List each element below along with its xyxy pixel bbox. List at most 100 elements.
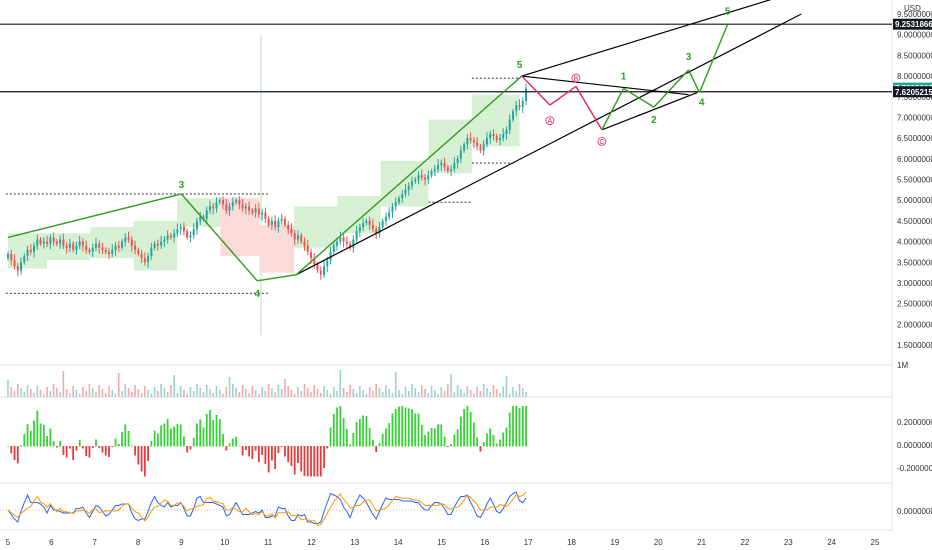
volume-bar bbox=[199, 388, 202, 397]
candle-body bbox=[437, 165, 440, 170]
candle-body bbox=[156, 243, 159, 246]
histogram-bar bbox=[88, 446, 91, 458]
candle-body bbox=[502, 133, 505, 139]
volume-bar bbox=[427, 393, 430, 397]
volume-bar bbox=[525, 392, 527, 397]
time-tick-label: 25 bbox=[871, 538, 880, 547]
pane-axis-label: 0.0000000 bbox=[897, 441, 932, 450]
time-tick-label: 6 bbox=[49, 538, 54, 547]
histogram-bar bbox=[39, 423, 42, 447]
candle-body bbox=[404, 189, 407, 194]
candle-body bbox=[326, 260, 329, 267]
histogram-bar bbox=[202, 427, 205, 447]
volume-bar bbox=[339, 370, 342, 397]
histogram-bar bbox=[241, 446, 244, 456]
volume-bar bbox=[131, 392, 133, 397]
candle-body bbox=[114, 245, 117, 250]
volume-bar bbox=[437, 394, 439, 397]
volume-bar bbox=[375, 384, 377, 397]
volume-bar bbox=[463, 393, 465, 397]
volume-bar bbox=[23, 392, 26, 397]
candle-body bbox=[23, 256, 26, 263]
candle-body bbox=[55, 241, 58, 244]
histogram-bar bbox=[244, 446, 247, 450]
candle-body bbox=[78, 241, 81, 246]
volume-bar bbox=[114, 394, 117, 397]
histogram-bar bbox=[114, 438, 117, 447]
candle-body bbox=[49, 237, 52, 244]
price-tag bbox=[893, 86, 932, 98]
time-tick-label: 19 bbox=[610, 538, 619, 547]
volume-bar bbox=[30, 389, 32, 397]
candle-body bbox=[424, 177, 427, 180]
candle-body bbox=[388, 212, 391, 217]
histogram-bar bbox=[82, 446, 84, 449]
histogram-bar bbox=[264, 446, 267, 464]
time-tick-label: 16 bbox=[480, 538, 489, 547]
volume-bar bbox=[222, 394, 224, 397]
candle-body bbox=[65, 245, 68, 248]
histogram-bar bbox=[127, 431, 130, 447]
candle-body bbox=[270, 220, 273, 226]
volume-bar bbox=[166, 392, 169, 397]
candle-body bbox=[251, 210, 254, 213]
candle-body bbox=[420, 175, 423, 178]
histogram-bar bbox=[183, 436, 185, 447]
time-tick-label: 8 bbox=[136, 538, 141, 547]
corrective-label: A bbox=[548, 118, 553, 125]
candle-body bbox=[150, 247, 153, 257]
candle-body bbox=[492, 133, 495, 137]
volume-bar bbox=[170, 385, 172, 397]
candle-body bbox=[336, 241, 339, 246]
volume-bar bbox=[508, 394, 511, 397]
histogram-bar bbox=[525, 406, 527, 447]
candle-body bbox=[332, 245, 335, 252]
time-tick-label: 23 bbox=[784, 538, 793, 547]
price-tick-label: 7.0000000 bbox=[897, 113, 932, 122]
price-tick-label: 8.5000000 bbox=[897, 51, 932, 60]
histogram-bar bbox=[257, 446, 260, 462]
candle-body bbox=[42, 241, 45, 244]
histogram-bar bbox=[225, 446, 228, 451]
oscillator-line bbox=[7, 491, 527, 524]
histogram-bar bbox=[287, 446, 290, 462]
histogram-bar bbox=[407, 408, 410, 447]
candle-body bbox=[505, 129, 508, 134]
candle-body bbox=[391, 206, 394, 213]
volume-bar bbox=[482, 384, 485, 397]
volume-bar bbox=[479, 391, 482, 397]
histogram-bar bbox=[228, 443, 231, 447]
histogram-bar bbox=[98, 446, 101, 448]
histogram-bar bbox=[85, 446, 88, 456]
histogram-bar bbox=[306, 446, 309, 477]
candle-body bbox=[88, 249, 91, 252]
candle-body bbox=[345, 241, 348, 244]
candle-body bbox=[463, 144, 466, 151]
volume-bar bbox=[189, 387, 192, 397]
candle-body bbox=[521, 100, 524, 108]
histogram-bar bbox=[16, 446, 19, 464]
candle-body bbox=[199, 216, 202, 221]
histogram-bar bbox=[336, 407, 338, 447]
volume-bar bbox=[232, 384, 234, 397]
histogram-bar bbox=[293, 446, 296, 475]
candle-body bbox=[166, 235, 169, 240]
histogram-bar bbox=[424, 435, 426, 447]
volume-bar bbox=[329, 394, 332, 397]
histogram-bar bbox=[218, 419, 221, 447]
histogram-bar bbox=[196, 423, 198, 447]
time-tick-label: 13 bbox=[350, 538, 359, 547]
price-tick-label: 9.5000000 bbox=[897, 10, 932, 19]
histogram-bar bbox=[251, 446, 254, 459]
histogram-bar bbox=[297, 446, 299, 463]
candle-body bbox=[339, 237, 342, 242]
projected-wave-line bbox=[623, 87, 655, 108]
candle-body bbox=[469, 138, 472, 141]
candle-body bbox=[20, 262, 23, 271]
candle-body bbox=[450, 169, 453, 172]
candle-body bbox=[456, 158, 459, 163]
corrective-label-circle bbox=[545, 116, 555, 126]
histogram-bar bbox=[91, 446, 94, 448]
volume-bar bbox=[267, 384, 270, 397]
candle-body bbox=[287, 225, 290, 230]
